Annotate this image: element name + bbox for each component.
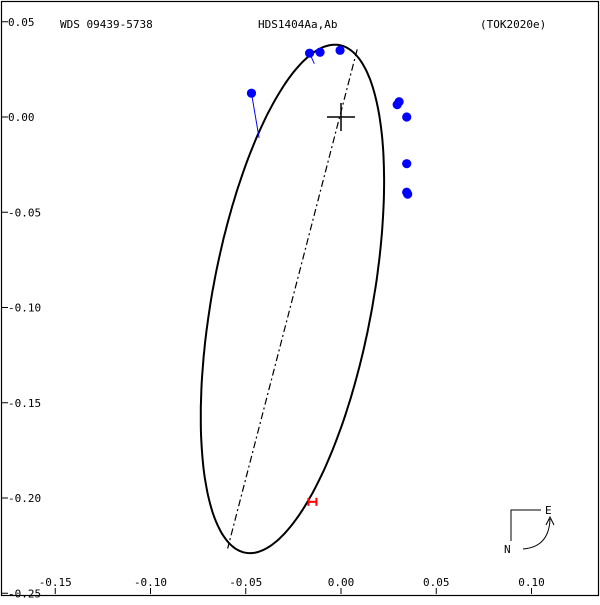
x-tick-label: -0.05 [229,576,262,589]
observation-point [394,97,404,107]
y-tick-label: -0.15 [8,397,41,410]
header-reference: (TOK2020e) [480,18,546,31]
compass-rotation-arrow [522,518,551,550]
primary-star-cross [327,103,355,131]
compass-north-label: N [504,543,511,556]
observation-point [315,47,325,57]
y-axis-ticks: 0.05 0.00 -0.05 -0.10 -0.15 -0.20 -0.25 [2,16,41,600]
y-tick-label: -0.05 [8,206,41,219]
x-tick-label: -0.10 [134,576,167,589]
observation-point [402,112,412,122]
x-tick-label: 0.00 [328,576,355,589]
orbit-ellipse [199,43,386,555]
observation-point [246,88,257,98]
y-tick-label: 0.00 [8,111,35,124]
compass-rose: E N [504,504,555,556]
observation-point [304,48,315,58]
x-tick-label: -0.15 [39,576,72,589]
compass-east-label: E [545,504,552,517]
compass-axes [510,509,541,541]
observation-point [402,159,412,169]
line-of-nodes [227,49,358,549]
y-tick-label: -0.10 [8,302,41,315]
x-axis-ticks: -0.15 -0.10 -0.05 0.00 0.05 0.10 [39,576,545,594]
y-tick-label: 0.05 [8,16,35,29]
y-tick-label: -0.25 [8,587,41,600]
header-pair-name: HDS1404Aa,Ab [258,18,337,31]
residual-line [250,93,260,139]
y-tick-label: -0.20 [8,492,41,505]
header-wds-id: WDS 09439-5738 [60,18,153,31]
observation-points [246,45,413,199]
periastron-marker [307,497,318,506]
observation-point [403,189,413,199]
observation-point [335,45,345,55]
x-tick-label: 0.05 [423,576,450,589]
x-tick-label: 0.10 [518,576,545,589]
compass-arrowhead-icon [545,515,555,526]
